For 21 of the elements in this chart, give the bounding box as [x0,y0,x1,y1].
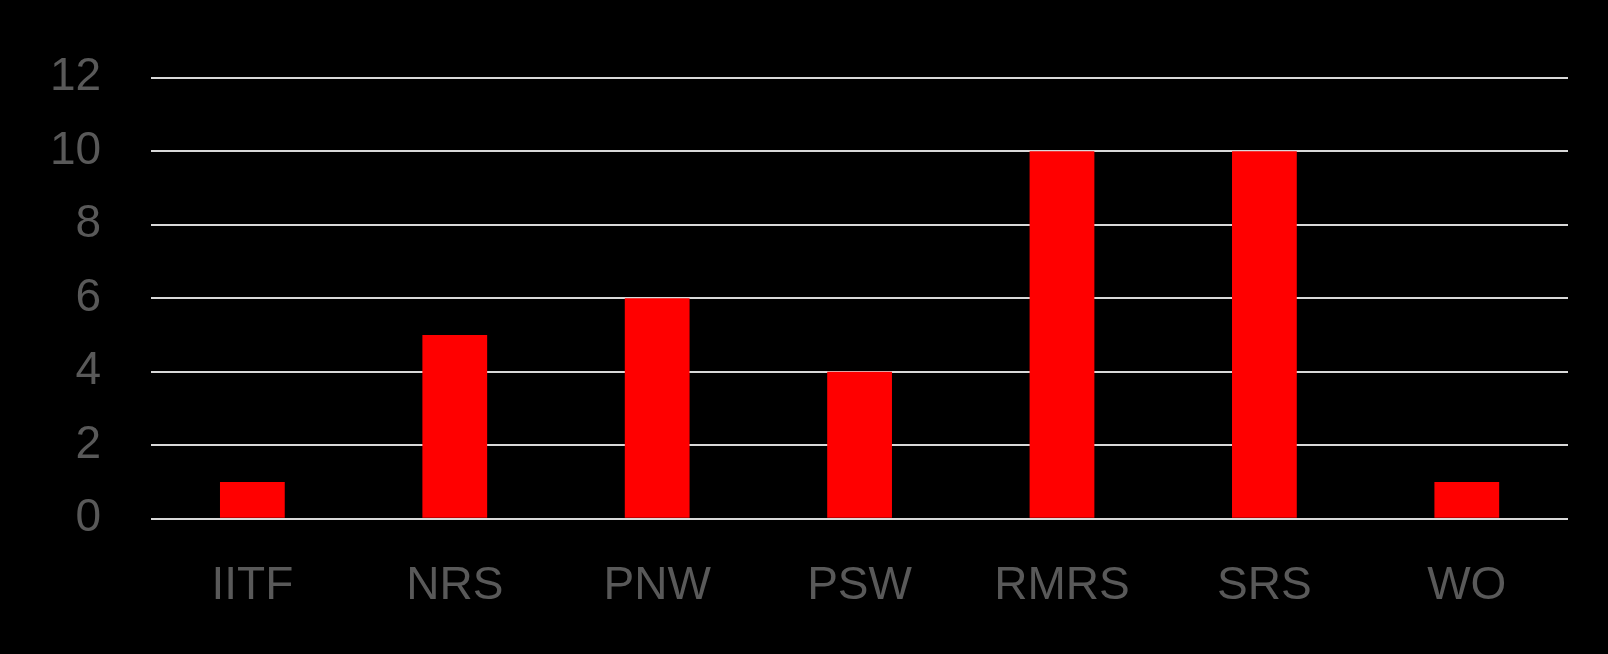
y-tick-label: 8 [75,195,102,248]
x-tick-label: RMRS [994,557,1130,610]
y-tick-label: 10 [49,121,102,174]
bar [1232,151,1297,518]
x-tick-label: PNW [603,557,712,610]
x-tick-label: IITF [211,557,294,610]
x-tick-label: WO [1427,557,1507,610]
bar [827,371,892,518]
bar [422,334,488,518]
bar [624,298,690,518]
y-tick-label: 6 [75,268,102,321]
y-tick-label: 0 [75,489,102,542]
y-tick-label: 12 [49,48,102,101]
y-tick-label: 2 [75,415,102,468]
x-tick-label: NRS [406,557,504,610]
bar [1029,151,1095,518]
x-tick-label: PSW [807,557,913,610]
y-tick-label: 4 [75,342,102,395]
bar [1434,482,1500,518]
x-tick-label: SRS [1217,557,1312,610]
bar [219,482,285,518]
